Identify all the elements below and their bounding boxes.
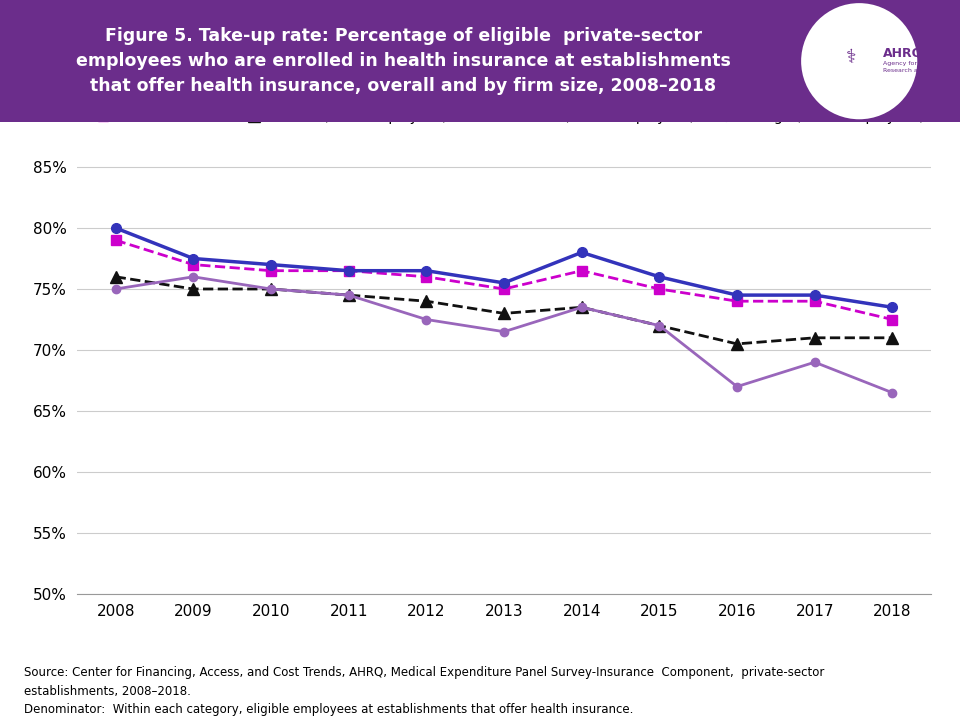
Text: AHRQ: AHRQ	[883, 46, 924, 59]
Text: Agency for Healthcare
Research and Quality: Agency for Healthcare Research and Quali…	[883, 61, 953, 73]
Text: that offer health insurance, overall and by firm size, 2008–2018: that offer health insurance, overall and…	[90, 77, 716, 95]
Legend: United States, Small (< 50 employees), Medium (50-99 employees), Large (100+ emp: United States, Small (< 50 employees), M…	[78, 104, 930, 130]
Text: ⚕: ⚕	[847, 48, 856, 67]
Text: employees who are enrolled in health insurance at establishments: employees who are enrolled in health ins…	[76, 52, 731, 70]
Text: Figure 5. Take-up rate: Percentage of eligible  private-sector: Figure 5. Take-up rate: Percentage of el…	[105, 27, 702, 45]
Text: Source: Center for Financing, Access, and Cost Trends, AHRQ, Medical Expenditure: Source: Center for Financing, Access, an…	[24, 667, 825, 716]
